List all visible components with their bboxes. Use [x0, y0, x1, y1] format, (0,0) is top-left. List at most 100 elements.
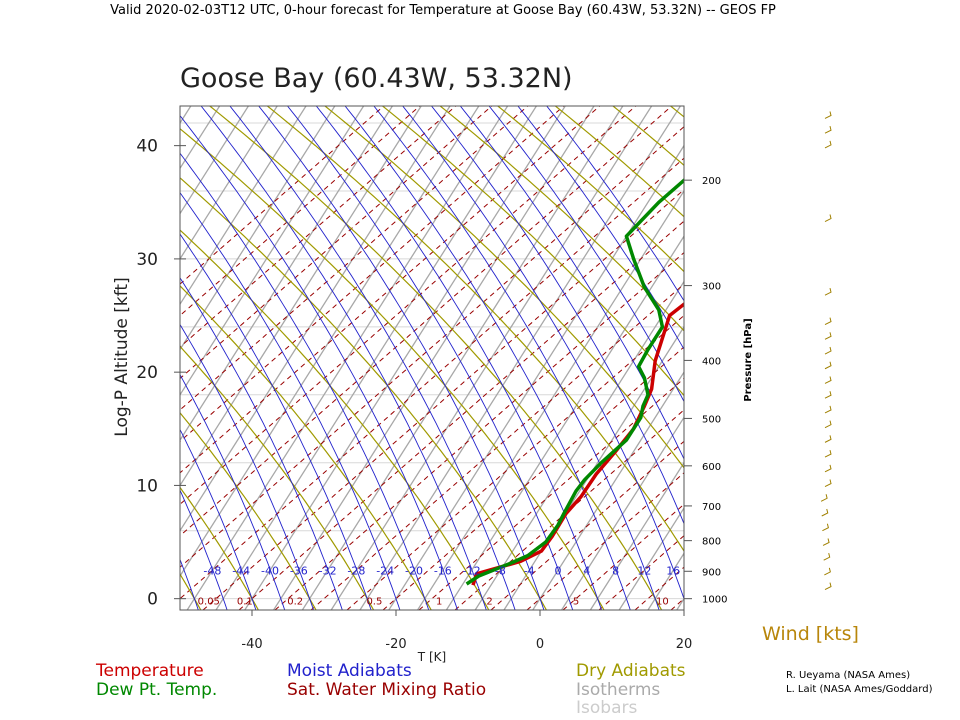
- wind-barb-icon: [824, 317, 832, 326]
- mixing-ratio-line: [490, 440, 684, 610]
- moist-adiabat: [258, 106, 545, 610]
- moist-adiabat: [200, 106, 487, 610]
- pressure-axis-label: Pressure [hPa]: [743, 318, 754, 401]
- wind-barb-icon: [824, 405, 832, 414]
- x-axis-label: T [K]: [417, 650, 446, 664]
- moist-adiabat: [180, 114, 458, 610]
- wind-barb-icon: [824, 214, 832, 222]
- pressure-tick-label: 600: [702, 462, 721, 473]
- dry-adiabat: [180, 285, 432, 610]
- wind-barb-icon: [821, 508, 829, 517]
- series-lines: [465, 177, 684, 586]
- mixing-ratio-line: [779, 106, 960, 610]
- isotherm-line: [180, 106, 249, 215]
- wind-barb-icon: [822, 523, 829, 532]
- y-tick-label: 0: [147, 590, 158, 610]
- isotherm-line: [0, 106, 162, 610]
- dry-adiabat: [180, 411, 317, 610]
- isotherm-label: -8: [495, 564, 506, 577]
- isotherm-label: -4: [524, 564, 535, 577]
- moist-adiabat: [344, 106, 631, 610]
- mixing-ratio-line: [454, 409, 684, 610]
- wind-barb-icon: [824, 140, 832, 149]
- wind-label: Wind [kts]: [762, 623, 859, 645]
- isotherm-line: [180, 106, 393, 442]
- isotherm-line: [180, 106, 221, 170]
- isotherm-line: [589, 461, 684, 610]
- mixing-ratio-label: 1: [436, 596, 442, 607]
- isotherm-line: [301, 106, 624, 610]
- mixing-ratio-line: [202, 189, 684, 610]
- header-text: Valid 2020-02-03T12 UTC, 0-hour forecast…: [110, 3, 776, 18]
- legend-item: Temperature: [95, 661, 204, 681]
- isotherm-label: 4: [583, 564, 590, 577]
- dry-adiabat: [180, 128, 605, 610]
- mixing-ratio-label: 0.1: [237, 596, 253, 607]
- dry-adiabat: [180, 486, 259, 610]
- mixing-ratio-line: [562, 503, 684, 610]
- wind-barb-icon: [822, 538, 830, 546]
- mixing-ratio-line: [526, 472, 684, 610]
- wind-barb-icon: [824, 361, 832, 370]
- credits: R. Ueyama (NASA Ames) L. Lait (NASA Ames/…: [786, 670, 933, 695]
- pressure-tick-label: 800: [702, 537, 721, 548]
- mixing-ratio-line: [180, 106, 673, 537]
- mixing-ratio-line: [180, 106, 601, 474]
- background-lines: [0, 106, 960, 610]
- isotherm-line: [180, 106, 422, 487]
- mixing-ratio-line: [310, 283, 684, 610]
- x-tick-label: -20: [385, 637, 406, 652]
- dry-adiabat: [0, 106, 86, 610]
- credit-text: R. Ueyama (NASA Ames): [786, 670, 910, 681]
- pressure-tick-label: 400: [702, 356, 721, 367]
- isotherm-label: 12: [637, 564, 651, 577]
- mixing-ratio-line: [743, 106, 960, 610]
- legend-item: Isobars: [576, 698, 637, 718]
- wind-barb-icon: [824, 346, 832, 355]
- mixing-ratio-label: 0.05: [198, 596, 220, 607]
- dry-adiabat: [439, 106, 684, 332]
- isotherm-line: [417, 189, 684, 610]
- isotherm-label: -24: [376, 564, 394, 577]
- legend-item: Sat. Water Mixing Ratio: [287, 680, 486, 700]
- isotherm-line: [244, 106, 566, 610]
- series-line-dew-pt-temp-: [465, 177, 684, 586]
- isotherm-line: [821, 106, 960, 610]
- dry-adiabat: [180, 177, 547, 610]
- mixing-ratio-line: [346, 314, 684, 610]
- credit-text: L. Lait (NASA Ames/Goddard): [786, 684, 933, 695]
- dry-adiabat: [267, 106, 684, 553]
- isotherm-label: -28: [347, 564, 365, 577]
- isotherm-label: 8: [612, 564, 619, 577]
- isotherm-line: [180, 106, 192, 125]
- moist-adiabat: [229, 106, 516, 610]
- dry-adiabat: [555, 106, 684, 218]
- moist-adiabat: [402, 106, 684, 601]
- mixing-ratio-label: 5: [573, 596, 579, 607]
- isotherm-line: [388, 144, 684, 610]
- moist-adiabat: [180, 323, 314, 610]
- moist-adiabat: [315, 106, 602, 610]
- dry-adiabat: [901, 106, 960, 610]
- wind-barb-icon: [824, 435, 832, 443]
- plot-frame: [179, 105, 685, 611]
- wind-barb-icon: [824, 288, 832, 296]
- isotherm-line: [180, 106, 336, 351]
- pressure-tick-label: 700: [702, 502, 721, 513]
- mixing-ratio-line: [180, 106, 385, 285]
- dry-adiabat: [324, 106, 684, 469]
- mixing-ratio-line: [180, 106, 565, 443]
- isotherm-label: -36: [290, 564, 308, 577]
- y-tick-label: 30: [136, 250, 158, 270]
- chart-title: Goose Bay (60.43W, 53.32N): [180, 63, 573, 94]
- dry-adiabat: [382, 106, 684, 397]
- pressure-tick-label: 200: [702, 176, 721, 187]
- moist-adiabat: [180, 489, 228, 610]
- isotherm-line: [180, 106, 307, 306]
- isotherm-line: [215, 106, 537, 610]
- isotherm-label: -44: [232, 564, 250, 577]
- moist-adiabat: [180, 152, 430, 610]
- mixing-ratio-line: [238, 220, 684, 610]
